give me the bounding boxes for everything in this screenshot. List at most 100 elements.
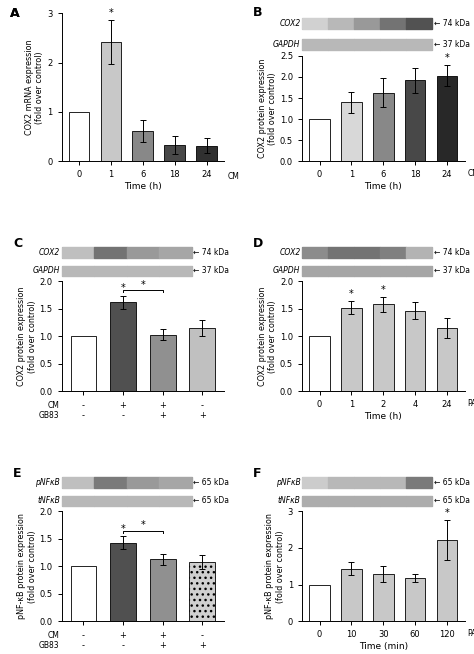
Text: ← 74 kDa: ← 74 kDa — [434, 19, 470, 28]
Bar — [302, 18, 328, 29]
Text: *: * — [121, 524, 126, 534]
X-axis label: Time (min): Time (min) — [359, 642, 408, 651]
Text: -: - — [82, 401, 85, 410]
Bar — [62, 496, 94, 506]
Text: COX2: COX2 — [39, 248, 60, 257]
Text: *: * — [349, 289, 354, 299]
Bar — [354, 266, 380, 276]
Text: PAR2-AP: PAR2-AP — [468, 399, 474, 408]
Text: ← 65 kDa: ← 65 kDa — [193, 478, 229, 487]
Bar — [94, 247, 127, 258]
Bar — [62, 266, 94, 276]
Text: CM: CM — [48, 631, 60, 640]
Bar — [406, 39, 432, 50]
Bar — [159, 266, 191, 276]
Y-axis label: pNF-κB protein expression
(fold over control): pNF-κB protein expression (fold over con… — [17, 513, 36, 619]
Bar — [159, 247, 191, 258]
Text: COX2: COX2 — [279, 248, 301, 257]
Bar — [309, 585, 330, 621]
Text: GAPDH: GAPDH — [33, 266, 60, 275]
Bar — [328, 39, 354, 50]
Text: +: + — [199, 641, 206, 650]
Text: *: * — [121, 283, 126, 294]
Bar — [373, 574, 393, 621]
Text: +: + — [119, 401, 127, 410]
Bar — [127, 266, 159, 276]
Bar — [133, 131, 153, 162]
Bar — [437, 328, 457, 391]
Text: B: B — [253, 6, 263, 19]
X-axis label: Time (h): Time (h) — [124, 182, 162, 191]
Bar — [150, 335, 175, 391]
Text: +: + — [159, 631, 166, 640]
Text: ← 37 kDa: ← 37 kDa — [434, 266, 470, 275]
Bar — [302, 477, 432, 487]
Bar — [69, 112, 90, 162]
Bar — [302, 247, 432, 258]
Bar — [328, 477, 354, 487]
Text: pNFκB: pNFκB — [35, 478, 60, 487]
Text: E: E — [13, 467, 21, 479]
Text: -: - — [201, 631, 204, 640]
Text: *: * — [140, 280, 145, 290]
Bar — [190, 562, 215, 621]
Bar — [309, 336, 330, 391]
Bar — [405, 80, 426, 162]
Text: C: C — [13, 237, 22, 250]
Text: +: + — [119, 631, 127, 640]
Bar — [406, 18, 432, 29]
Bar — [302, 39, 328, 50]
Bar — [164, 145, 185, 162]
Text: +: + — [159, 411, 166, 420]
Bar — [302, 496, 328, 506]
Bar — [62, 496, 191, 506]
Bar — [62, 477, 94, 487]
Bar — [94, 477, 127, 487]
Bar — [62, 247, 191, 258]
Bar — [341, 308, 362, 391]
Bar — [328, 247, 354, 258]
Bar — [354, 496, 380, 506]
Text: -: - — [82, 631, 85, 640]
X-axis label: Time (h): Time (h) — [365, 182, 402, 191]
Bar — [94, 266, 127, 276]
Text: D: D — [253, 237, 264, 250]
Text: GB83: GB83 — [39, 641, 60, 650]
Bar — [127, 247, 159, 258]
Y-axis label: COX2 mRNA expression
(fold over control): COX2 mRNA expression (fold over control) — [25, 39, 45, 135]
Text: *: * — [381, 285, 386, 295]
Text: *: * — [140, 520, 145, 530]
Bar — [406, 496, 432, 506]
Bar — [302, 477, 328, 487]
Text: CM: CM — [227, 172, 239, 181]
Text: *: * — [109, 8, 113, 18]
Bar — [159, 477, 191, 487]
Text: GAPDH: GAPDH — [273, 266, 301, 275]
Text: +: + — [199, 411, 206, 420]
Bar — [354, 18, 380, 29]
Bar — [127, 496, 159, 506]
Text: ← 65 kDa: ← 65 kDa — [193, 496, 229, 506]
Text: ← 37 kDa: ← 37 kDa — [434, 40, 470, 49]
Bar — [309, 119, 330, 162]
Bar — [94, 496, 127, 506]
Bar — [328, 496, 354, 506]
Bar — [354, 247, 380, 258]
Text: *: * — [445, 508, 449, 518]
Bar — [380, 266, 406, 276]
Text: CM: CM — [48, 401, 60, 410]
Bar — [127, 477, 159, 487]
Bar — [406, 247, 432, 258]
Bar — [196, 146, 217, 162]
Text: -: - — [201, 401, 204, 410]
Bar — [302, 18, 432, 29]
Text: A: A — [9, 7, 19, 20]
Y-axis label: pNF-κB protein expression
(fold over control): pNF-κB protein expression (fold over con… — [265, 513, 285, 619]
Text: pNFκB: pNFκB — [276, 478, 301, 487]
Bar — [406, 266, 432, 276]
Text: ← 65 kDa: ← 65 kDa — [434, 478, 470, 487]
X-axis label: Time (h): Time (h) — [365, 412, 402, 421]
Text: F: F — [253, 467, 262, 479]
Bar — [328, 18, 354, 29]
Bar — [100, 42, 121, 162]
